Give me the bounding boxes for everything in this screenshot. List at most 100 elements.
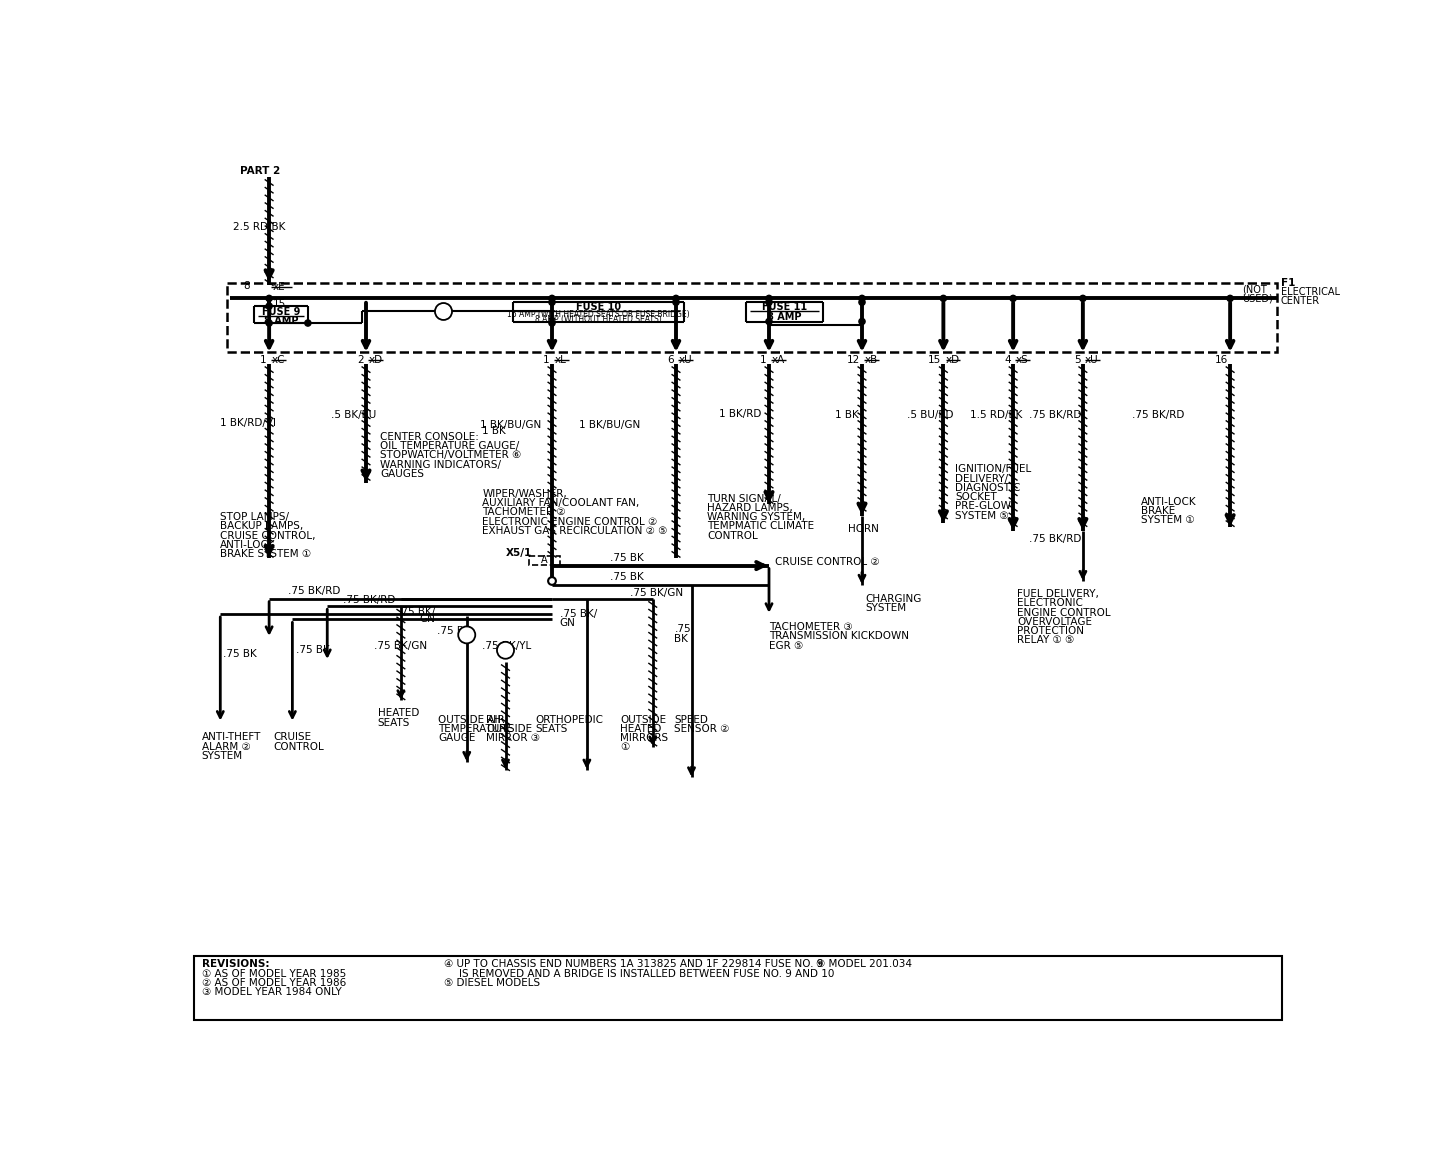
Text: 2: 2 <box>357 355 364 365</box>
Text: .75 BK/YL: .75 BK/YL <box>482 642 531 651</box>
Text: 16: 16 <box>1214 355 1228 365</box>
Circle shape <box>266 303 272 309</box>
Text: EGR ⑤: EGR ⑤ <box>769 641 804 651</box>
Text: SOCKET: SOCKET <box>955 492 996 502</box>
Text: WARNING SYSTEM,: WARNING SYSTEM, <box>707 513 805 522</box>
Text: xE: xE <box>274 282 285 291</box>
Text: CENTER CONSOLE:: CENTER CONSOLE: <box>380 432 480 442</box>
Text: ENGINE CONTROL: ENGINE CONTROL <box>1017 607 1110 617</box>
Text: .75 BK: .75 BK <box>611 573 644 582</box>
Text: ①: ① <box>621 742 629 752</box>
Text: ANTI-LOCK: ANTI-LOCK <box>1140 497 1197 507</box>
Text: ② AS OF MODEL YEAR 1986: ② AS OF MODEL YEAR 1986 <box>202 978 346 988</box>
Circle shape <box>1009 295 1017 302</box>
Text: 15: 15 <box>274 298 287 309</box>
Text: FUSE 11: FUSE 11 <box>762 302 806 312</box>
Text: ③ MODEL YEAR 1984 ONLY: ③ MODEL YEAR 1984 ONLY <box>202 987 341 998</box>
Text: .75: .75 <box>674 624 691 635</box>
Text: 1: 1 <box>261 355 266 365</box>
Text: 4: 4 <box>1004 355 1011 365</box>
Text: CRUISE CONTROL,: CRUISE CONTROL, <box>220 531 315 540</box>
Circle shape <box>435 303 452 320</box>
Text: SYSTEM: SYSTEM <box>865 602 907 613</box>
Text: 15: 15 <box>927 355 942 365</box>
Text: xS: xS <box>1015 355 1028 365</box>
Text: TEMPERATURE: TEMPERATURE <box>438 723 513 734</box>
Circle shape <box>305 320 311 326</box>
Text: ANTI-THEFT: ANTI-THEFT <box>202 733 261 742</box>
Text: ⑤ DIESEL MODELS: ⑤ DIESEL MODELS <box>444 978 540 988</box>
Text: SPEED: SPEED <box>674 714 708 725</box>
Text: xA: xA <box>772 355 785 365</box>
Text: OUTSIDE: OUTSIDE <box>621 714 667 725</box>
Text: GAUGE: GAUGE <box>438 733 475 743</box>
Text: TURN SIGNAL/: TURN SIGNAL/ <box>707 493 780 503</box>
Text: .75 BK/RD: .75 BK/RD <box>343 596 395 605</box>
Text: ④: ④ <box>439 306 448 317</box>
Text: (NOT: (NOT <box>1241 285 1267 294</box>
Text: 5: 5 <box>1074 355 1080 365</box>
Text: 1 BK: 1 BK <box>835 410 858 420</box>
Text: .75 BK/GN: .75 BK/GN <box>629 588 683 598</box>
Text: .75 BK/RD: .75 BK/RD <box>288 586 341 596</box>
Circle shape <box>672 295 680 302</box>
Circle shape <box>266 320 272 326</box>
Text: STOP LAMPS/: STOP LAMPS/ <box>220 513 289 522</box>
Text: ⑥ MODEL 201.034: ⑥ MODEL 201.034 <box>815 958 912 969</box>
Text: xD: xD <box>369 355 383 365</box>
Circle shape <box>766 318 772 325</box>
Text: 1 BK/RD/VI: 1 BK/RD/VI <box>220 418 276 429</box>
Text: SYSTEM ⑤: SYSTEM ⑤ <box>955 510 1008 521</box>
Text: SEATS: SEATS <box>377 718 410 728</box>
Text: TRANSMISSION KICKDOWN: TRANSMISSION KICKDOWN <box>769 631 909 642</box>
Text: EXHAUST GAS RECIRCULATION ② ⑤: EXHAUST GAS RECIRCULATION ② ⑤ <box>482 526 668 536</box>
Circle shape <box>549 300 554 305</box>
Text: .75 BK: .75 BK <box>297 645 330 655</box>
Text: MIRRORS: MIRRORS <box>621 733 668 743</box>
Text: REVISIONS:: REVISIONS: <box>202 958 269 969</box>
Text: 1 BK/BU/GN: 1 BK/BU/GN <box>480 419 541 430</box>
Text: BRAKE SYSTEM ①: BRAKE SYSTEM ① <box>220 550 311 559</box>
Text: PART 2: PART 2 <box>239 166 279 175</box>
Text: 1 BK/RD: 1 BK/RD <box>719 409 760 419</box>
Text: TACHOMETER ②: TACHOMETER ② <box>482 508 566 517</box>
Text: 1: 1 <box>760 355 766 365</box>
Text: 1.5 RD/BK: 1.5 RD/BK <box>971 410 1022 420</box>
Text: OVERVOLTAGE: OVERVOLTAGE <box>1017 616 1092 627</box>
Text: FUSE 10: FUSE 10 <box>576 302 621 312</box>
Circle shape <box>1227 295 1233 302</box>
Circle shape <box>266 295 272 302</box>
Text: GN: GN <box>560 619 576 628</box>
Text: WARNING INDICATORS/: WARNING INDICATORS/ <box>380 460 501 470</box>
Text: BACKUP LAMPS,: BACKUP LAMPS, <box>220 522 304 531</box>
Text: CENTER: CENTER <box>1280 296 1319 306</box>
Circle shape <box>549 295 554 302</box>
Text: ANTI-LOCK: ANTI-LOCK <box>220 540 276 550</box>
Text: RH: RH <box>487 714 501 725</box>
Text: .75 BK/: .75 BK/ <box>399 607 436 616</box>
Text: 8 AMP: 8 AMP <box>768 312 802 321</box>
Text: IS REMOVED AND A BRIDGE IS INSTALLED BETWEEN FUSE NO. 9 AND 10: IS REMOVED AND A BRIDGE IS INSTALLED BET… <box>459 969 834 979</box>
Text: F1: F1 <box>1280 278 1295 288</box>
Text: GN: GN <box>420 614 436 624</box>
Text: 16 AMP (WITH HEATED SEATS OR FUSE BRIDGE): 16 AMP (WITH HEATED SEATS OR FUSE BRIDGE… <box>507 310 690 319</box>
Circle shape <box>858 295 865 302</box>
Text: ALARM ②: ALARM ② <box>202 742 251 751</box>
Text: .75 BK: .75 BK <box>611 553 644 563</box>
Text: .75 BK/GN: .75 BK/GN <box>374 642 426 651</box>
Text: .75 BK/RD: .75 BK/RD <box>1028 410 1081 420</box>
Text: xB: xB <box>864 355 877 365</box>
Text: AUXILIARY FAN/COOLANT FAN,: AUXILIARY FAN/COOLANT FAN, <box>482 498 639 508</box>
Circle shape <box>672 300 680 305</box>
Circle shape <box>940 295 946 302</box>
Text: SYSTEM ①: SYSTEM ① <box>1140 515 1195 525</box>
Circle shape <box>858 318 865 325</box>
Text: ②: ② <box>501 645 510 655</box>
Text: CRUISE: CRUISE <box>274 733 311 742</box>
Circle shape <box>497 642 514 659</box>
Text: STOPWATCH/VOLTMETER ⑥: STOPWATCH/VOLTMETER ⑥ <box>380 450 521 461</box>
Text: WIPER/WASHER,: WIPER/WASHER, <box>482 488 567 499</box>
Text: .75 BK: .75 BK <box>438 626 471 636</box>
Circle shape <box>858 300 865 305</box>
Text: 1 BK/BU/GN: 1 BK/BU/GN <box>579 419 641 430</box>
